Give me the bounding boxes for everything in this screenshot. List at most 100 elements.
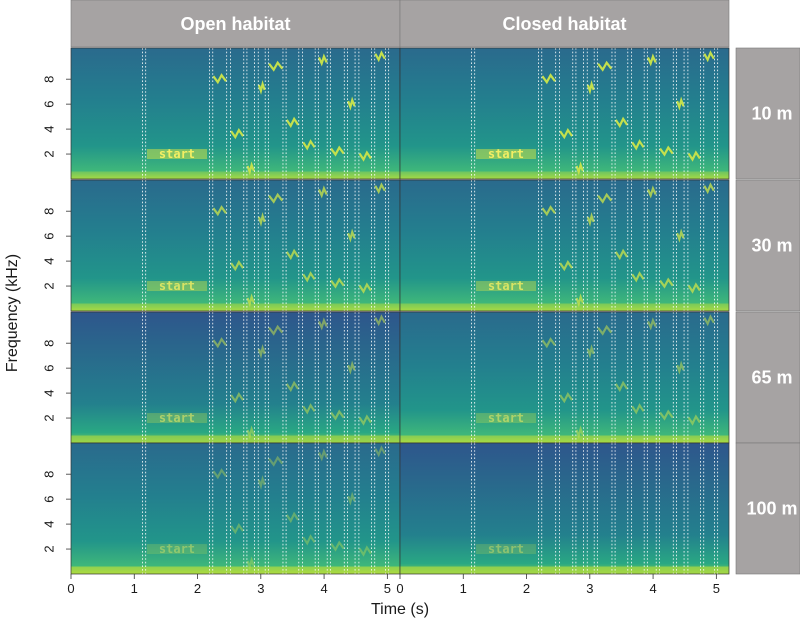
- x-axis-title: Time (s): [371, 601, 429, 618]
- chirp-signal: [257, 211, 266, 227]
- panel-background: [71, 443, 400, 574]
- chirp-signal: [586, 343, 595, 359]
- x-tick-label: 1: [131, 581, 138, 596]
- panel-border: [399, 442, 730, 575]
- chirp-signal: [659, 145, 674, 157]
- chirp-signal: [647, 317, 657, 331]
- chirp-signal: [347, 96, 356, 111]
- chirp-signal: [230, 522, 244, 535]
- start-signal-block: [475, 544, 537, 555]
- y-tick-label: 8: [41, 471, 56, 478]
- chirp-signal: [687, 150, 701, 162]
- chirp-signal: [212, 468, 227, 480]
- chirp-signal: [559, 259, 573, 272]
- y-tick-label: 8: [41, 76, 56, 83]
- chirp-signal: [703, 182, 715, 195]
- chirp-signal: [285, 116, 300, 129]
- low-frequency-noise-band: [400, 303, 729, 311]
- low-frequency-noise-band: [71, 171, 400, 179]
- start-signal-label: start: [488, 279, 524, 293]
- chirp-signal: [318, 448, 328, 462]
- chirp-signal: [347, 491, 356, 506]
- chirp-signal: [246, 293, 255, 308]
- start-signal-label: start: [488, 147, 524, 161]
- panel-background: [71, 180, 400, 311]
- chirp-signal: [676, 96, 685, 111]
- panel-2-1: start: [399, 311, 730, 444]
- chirp-signal: [318, 53, 328, 67]
- chirp-signal: [358, 150, 372, 162]
- chirp-signal: [374, 50, 386, 63]
- chirp-signal: [212, 205, 227, 217]
- start-signal-block: [146, 544, 208, 555]
- chirp-signal: [257, 79, 266, 95]
- x-tick-label: 4: [649, 581, 656, 596]
- row-strip-0: [735, 47, 800, 180]
- y-tick-label: 6: [41, 496, 56, 503]
- chirp-signal: [676, 360, 685, 375]
- y-axis-title: Frequency (kHz): [4, 254, 21, 372]
- chirp-signal: [230, 259, 244, 272]
- chirp-signal: [347, 360, 356, 375]
- start-signal-block: [475, 281, 537, 292]
- chirp-signal: [676, 228, 685, 243]
- panel-1-0: start: [70, 179, 401, 312]
- chirp-signal: [559, 391, 573, 404]
- chirp-signal: [597, 60, 613, 72]
- chirp-signal: [212, 73, 227, 85]
- panel-3-1: start: [399, 442, 730, 575]
- y-tick-label: 6: [41, 101, 56, 108]
- low-frequency-noise-band: [71, 435, 400, 443]
- chirp-signal: [631, 271, 645, 283]
- chirp-signal: [257, 343, 266, 359]
- chirp-signal: [318, 317, 328, 331]
- start-signal-label: start: [488, 411, 524, 425]
- chirp-signal: [687, 414, 701, 426]
- chirp-signal: [575, 161, 584, 176]
- chirp-signal: [347, 228, 356, 243]
- row-strip-label-1: 30 m: [751, 236, 792, 256]
- chirp-signal: [268, 60, 284, 72]
- chirp-signal: [268, 192, 284, 204]
- chirp-signal: [575, 293, 584, 308]
- chirp-signal: [285, 511, 300, 524]
- chirp-signal: [559, 127, 573, 140]
- low-frequency-noise-band: [400, 171, 729, 179]
- row-strip-label-3: 100 m: [746, 499, 797, 519]
- panel-background: [400, 312, 729, 443]
- column-strip-label-1: Closed habitat: [502, 14, 626, 34]
- chirp-signal: [614, 248, 629, 261]
- chirp-signal: [659, 409, 674, 421]
- row-strip-3: [735, 442, 800, 575]
- chirp-signal: [330, 540, 345, 552]
- x-tick-label: 2: [194, 581, 201, 596]
- panel-1-1: start: [399, 179, 730, 312]
- panel-background: [400, 443, 729, 574]
- chirp-signal: [330, 277, 345, 289]
- low-frequency-noise-band: [71, 303, 400, 311]
- chirp-signal: [230, 127, 244, 140]
- chirp-signal: [541, 205, 556, 217]
- y-tick-label: 4: [41, 389, 56, 396]
- row-strip-1: [735, 179, 800, 312]
- row-strip-label-2: 65 m: [751, 368, 792, 388]
- start-signal-block: [146, 413, 208, 424]
- y-tick-label: 8: [41, 208, 56, 215]
- chirp-signal: [703, 314, 715, 327]
- low-frequency-noise-band: [400, 435, 729, 443]
- panel-background: [400, 180, 729, 311]
- chirp-signal: [586, 211, 595, 227]
- chirp-signal: [268, 324, 284, 336]
- x-tick-label: 3: [257, 581, 264, 596]
- start-signal-block: [146, 281, 208, 292]
- x-tick-label: 0: [67, 581, 74, 596]
- start-signal-block: [475, 149, 537, 160]
- x-tick-label: 2: [523, 581, 530, 596]
- chirp-signal: [246, 425, 255, 440]
- start-signal-label: start: [159, 411, 195, 425]
- row-strip-label-0: 10 m: [751, 104, 792, 124]
- spectrogram-panels: start start start start start start start start: [70, 47, 730, 575]
- y-tick-label: 2: [41, 414, 56, 421]
